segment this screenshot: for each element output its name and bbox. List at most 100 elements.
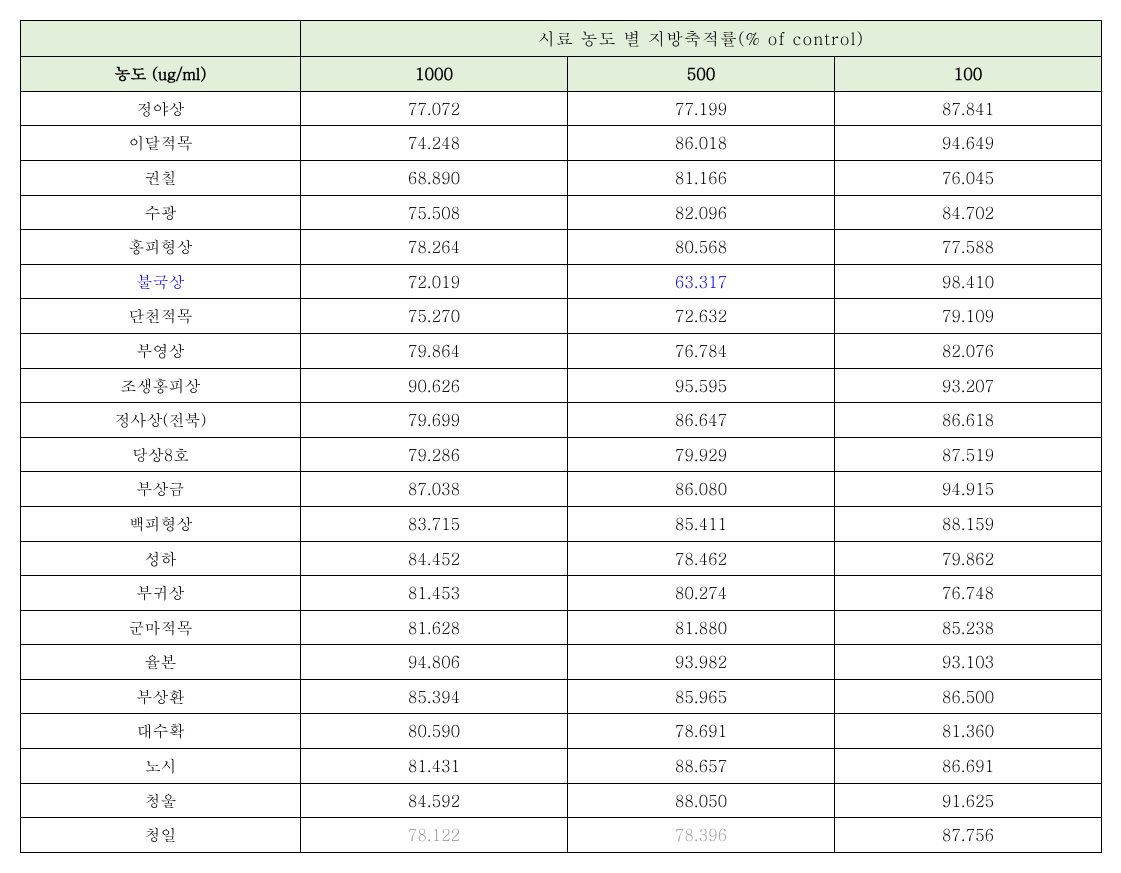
row-v500: 82.096	[568, 195, 835, 230]
row-v100: 91.625	[835, 783, 1102, 818]
row-name: 수광	[21, 195, 301, 230]
row-v500: 86.647	[568, 403, 835, 438]
table-header-row-1: 시료 농도 별 지방축적률(% of control)	[21, 21, 1102, 57]
row-v500: 81.880	[568, 610, 835, 645]
row-v500: 72.632	[568, 299, 835, 334]
row-v100: 87.756	[835, 818, 1102, 853]
table-header-row-2: 농도 (ug/ml) 1000 500 100	[21, 57, 1102, 92]
table-row: 율본94.80693.98293.103	[21, 645, 1102, 680]
row-v100: 82.076	[835, 333, 1102, 368]
row-v500: 95.595	[568, 368, 835, 403]
row-v100: 86.500	[835, 679, 1102, 714]
row-v100: 84.702	[835, 195, 1102, 230]
col-header-concentration-label: 농도 (ug/ml)	[21, 57, 301, 92]
row-name: 부상금	[21, 472, 301, 507]
row-name: 권칠	[21, 160, 301, 195]
row-v1000: 78.122	[301, 818, 568, 853]
row-v100: 86.618	[835, 403, 1102, 438]
row-v100: 93.103	[835, 645, 1102, 680]
table-row: 대수확80.59078.69181.360	[21, 714, 1102, 749]
col-header-500: 500	[568, 57, 835, 92]
row-v500: 76.784	[568, 333, 835, 368]
row-v500: 63.317	[568, 264, 835, 299]
row-v1000: 72.019	[301, 264, 568, 299]
fat-accumulation-table: 시료 농도 별 지방축적률(% of control) 농도 (ug/ml) 1…	[20, 20, 1102, 853]
row-v100: 88.159	[835, 506, 1102, 541]
row-name: 정야상	[21, 91, 301, 126]
table-title: 시료 농도 별 지방축적률(% of control)	[301, 21, 1102, 57]
row-v1000: 68.890	[301, 160, 568, 195]
row-v100: 87.841	[835, 91, 1102, 126]
row-name: 단천적목	[21, 299, 301, 334]
row-v1000: 75.508	[301, 195, 568, 230]
row-v100: 79.862	[835, 541, 1102, 576]
row-v1000: 79.699	[301, 403, 568, 438]
row-v500: 85.965	[568, 679, 835, 714]
row-v1000: 81.431	[301, 749, 568, 784]
table-row: 청일78.12278.39687.756	[21, 818, 1102, 853]
row-v100: 87.519	[835, 437, 1102, 472]
row-v500: 79.929	[568, 437, 835, 472]
row-v100: 85.238	[835, 610, 1102, 645]
row-name: 부귀상	[21, 576, 301, 611]
row-name: 당상8호	[21, 437, 301, 472]
row-v500: 88.050	[568, 783, 835, 818]
header-blank	[21, 21, 301, 57]
row-v500: 81.166	[568, 160, 835, 195]
table-row: 조생홍피상90.62695.59593.207	[21, 368, 1102, 403]
row-v1000: 80.590	[301, 714, 568, 749]
row-v500: 77.199	[568, 91, 835, 126]
row-v1000: 84.592	[301, 783, 568, 818]
row-name: 부영상	[21, 333, 301, 368]
row-v500: 78.691	[568, 714, 835, 749]
row-v1000: 79.864	[301, 333, 568, 368]
row-name: 성하	[21, 541, 301, 576]
row-name: 노시	[21, 749, 301, 784]
table-row: 백피형상83.71585.41188.159	[21, 506, 1102, 541]
col-header-1000: 1000	[301, 57, 568, 92]
row-v500: 88.657	[568, 749, 835, 784]
row-v1000: 81.453	[301, 576, 568, 611]
row-v100: 86.691	[835, 749, 1102, 784]
row-name: 이달적목	[21, 126, 301, 161]
row-v1000: 74.248	[301, 126, 568, 161]
row-name: 청일	[21, 818, 301, 853]
table-row: 당상8호79.28679.92987.519	[21, 437, 1102, 472]
row-name: 조생홍피상	[21, 368, 301, 403]
row-v500: 86.018	[568, 126, 835, 161]
row-v1000: 79.286	[301, 437, 568, 472]
row-name: 청울	[21, 783, 301, 818]
row-v1000: 85.394	[301, 679, 568, 714]
row-name: 백피형상	[21, 506, 301, 541]
row-v100: 77.588	[835, 230, 1102, 265]
row-name: 홍피형상	[21, 230, 301, 265]
row-v500: 85.411	[568, 506, 835, 541]
row-name: 불국상	[21, 264, 301, 299]
row-v1000: 77.072	[301, 91, 568, 126]
table-row: 정사상(전북)79.69986.64786.618	[21, 403, 1102, 438]
row-v100: 93.207	[835, 368, 1102, 403]
row-v1000: 87.038	[301, 472, 568, 507]
table-row: 부상금87.03886.08094.915	[21, 472, 1102, 507]
row-v100: 79.109	[835, 299, 1102, 334]
row-v500: 86.080	[568, 472, 835, 507]
table-row: 불국상72.01963.31798.410	[21, 264, 1102, 299]
row-v500: 80.274	[568, 576, 835, 611]
table-row: 이달적목74.24886.01894.649	[21, 126, 1102, 161]
row-v100: 94.915	[835, 472, 1102, 507]
table-row: 청울84.59288.05091.625	[21, 783, 1102, 818]
table-row: 노시81.43188.65786.691	[21, 749, 1102, 784]
row-v500: 78.462	[568, 541, 835, 576]
row-v1000: 94.806	[301, 645, 568, 680]
row-name: 군마적목	[21, 610, 301, 645]
row-v100: 94.649	[835, 126, 1102, 161]
row-v500: 78.396	[568, 818, 835, 853]
row-name: 부상환	[21, 679, 301, 714]
table-row: 군마적목81.62881.88085.238	[21, 610, 1102, 645]
table-row: 부영상79.86476.78482.076	[21, 333, 1102, 368]
row-v500: 93.982	[568, 645, 835, 680]
row-v100: 76.045	[835, 160, 1102, 195]
row-v1000: 78.264	[301, 230, 568, 265]
col-header-100: 100	[835, 57, 1102, 92]
row-v1000: 81.628	[301, 610, 568, 645]
